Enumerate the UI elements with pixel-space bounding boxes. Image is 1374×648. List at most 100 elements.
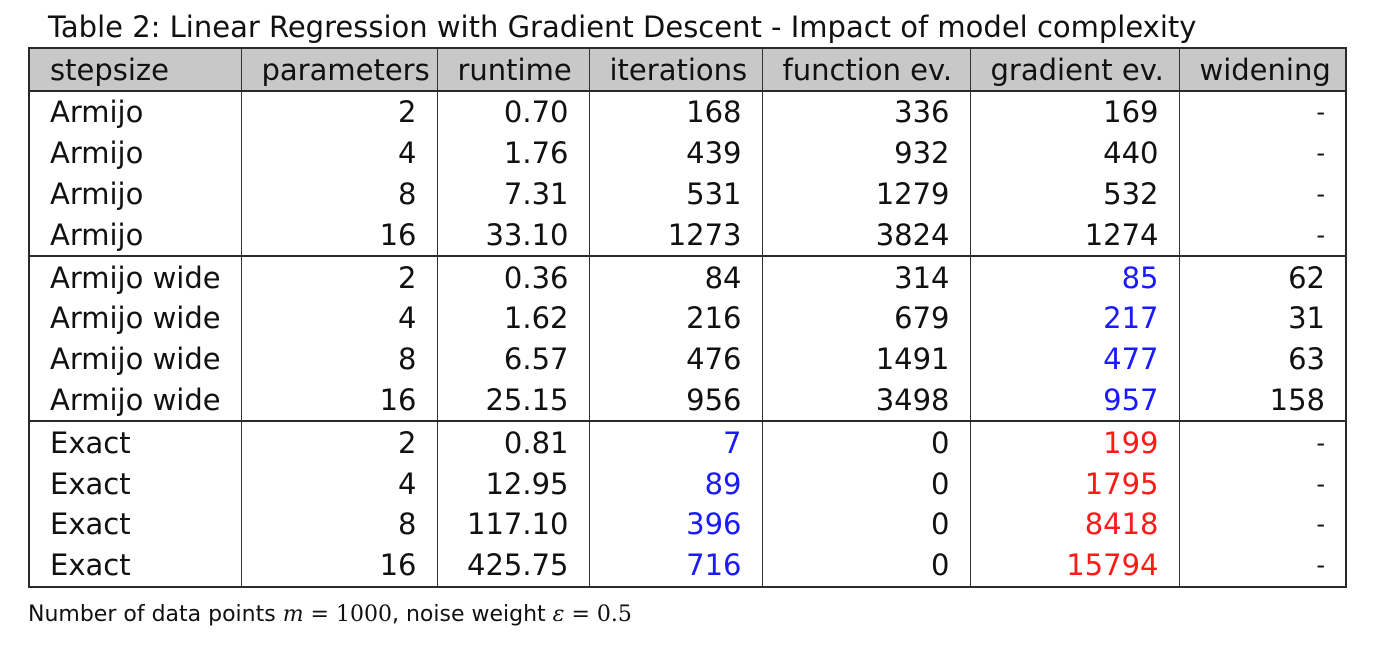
cell-widening: 31: [1178, 297, 1347, 339]
cell-iterations: 716: [588, 544, 763, 587]
footnote-m-value: = 1000: [303, 602, 392, 627]
cell-runtime: 7.31: [436, 173, 590, 215]
cell-runtime: 1.62: [436, 297, 590, 339]
cell-gradient-ev: 85: [969, 255, 1180, 298]
cell-function-ev: 0: [761, 420, 971, 464]
footnote-math-m: m = 1000: [283, 602, 392, 627]
footnote-text-1: Number of data points: [28, 602, 283, 627]
cell-runtime: 25.15: [436, 379, 590, 422]
cell-stepsize: Armijo wide: [28, 379, 242, 422]
footnote-math-eps: ε = 0.5: [553, 602, 632, 627]
table-row: Exact 16 425.75 716 0 15794-: [28, 544, 1347, 587]
cell-stepsize: Exact: [28, 503, 242, 545]
cell-parameters: 4: [240, 132, 438, 174]
cell-function-ev: 1279: [761, 173, 971, 215]
cell-iterations: 89: [588, 463, 763, 504]
cell-stepsize: Exact: [28, 544, 242, 587]
cell-iterations: 476: [588, 338, 763, 380]
table-row: Armijo 16 33.10 1273 3824 1274-: [28, 214, 1347, 257]
footnote-eps-symbol: ε: [552, 602, 565, 627]
cell-runtime: 0.36: [436, 255, 590, 298]
table-row: Exact 8 117.10 396 0 8418-: [28, 503, 1347, 545]
cell-runtime: 1.76: [436, 132, 590, 174]
cell-widening: 62: [1178, 255, 1347, 298]
cell-gradient-ev: 8418: [969, 503, 1180, 545]
table-row: Armijo 8 7.31 531 1279 532-: [28, 173, 1347, 215]
header-widening: widening: [1178, 48, 1347, 92]
cell-stepsize: Armijo: [28, 91, 242, 133]
cell-gradient-ev: 957: [969, 379, 1180, 422]
cell-function-ev: 3824: [761, 214, 971, 257]
cell-gradient-ev: 199: [969, 420, 1180, 464]
table-row: Exact 2 0.81 7 0 199-: [28, 420, 1347, 464]
cell-parameters: 2: [240, 91, 438, 133]
cell-function-ev: 336: [761, 91, 971, 133]
footnote-m-symbol: m: [282, 602, 304, 627]
cell-runtime: 6.57: [436, 338, 590, 380]
cell-runtime: 33.10: [436, 214, 590, 257]
cell-widening: -: [1178, 463, 1347, 504]
cell-iterations: 7: [588, 420, 763, 464]
table-row: Armijo wide 16 25.15 956 3498 957 158: [28, 379, 1347, 422]
cell-stepsize: Exact: [28, 420, 242, 464]
table-header-row: stepsize parameters runtime iterations f…: [28, 48, 1347, 92]
table-row: Armijo wide 8 6.57 476 1491 477 63: [28, 338, 1347, 380]
header-parameters: parameters: [240, 48, 438, 92]
cell-widening: -: [1178, 173, 1347, 215]
cell-function-ev: 1491: [761, 338, 971, 380]
cell-widening: 63: [1178, 338, 1347, 380]
cell-function-ev: 0: [761, 544, 971, 587]
cell-widening: -: [1178, 132, 1347, 174]
cell-gradient-ev: 169: [969, 91, 1180, 133]
footnote-text-2: , noise weight: [391, 602, 553, 627]
table-row: Exact 4 12.95 89 0 1795-: [28, 463, 1347, 504]
cell-stepsize: Armijo wide: [28, 297, 242, 339]
cell-gradient-ev: 532: [969, 173, 1180, 215]
cell-widening: 158: [1178, 379, 1347, 422]
cell-stepsize: Armijo: [28, 132, 242, 174]
cell-iterations: 168: [588, 91, 763, 133]
cell-runtime: 0.81: [436, 420, 590, 464]
cell-parameters: 16: [240, 214, 438, 257]
cell-widening: -: [1178, 214, 1347, 257]
header-function-ev: function ev.: [761, 48, 971, 92]
cell-runtime: 425.75: [436, 544, 590, 587]
cell-parameters: 8: [240, 503, 438, 545]
cell-function-ev: 932: [761, 132, 971, 174]
cell-iterations: 84: [588, 255, 763, 298]
cell-parameters: 2: [240, 420, 438, 464]
cell-gradient-ev: 15794: [969, 544, 1180, 587]
cell-stepsize: Armijo wide: [28, 255, 242, 298]
cell-gradient-ev: 1274: [969, 214, 1180, 257]
results-table: stepsize parameters runtime iterations f…: [28, 47, 1347, 588]
cell-stepsize: Armijo wide: [28, 338, 242, 380]
table-caption: Table 2: Linear Regression with Gradient…: [48, 10, 1197, 44]
cell-function-ev: 3498: [761, 379, 971, 422]
cell-stepsize: Armijo: [28, 214, 242, 257]
cell-iterations: 1273: [588, 214, 763, 257]
cell-function-ev: 314: [761, 255, 971, 298]
cell-function-ev: 679: [761, 297, 971, 339]
header-stepsize: stepsize: [28, 48, 242, 92]
cell-iterations: 439: [588, 132, 763, 174]
cell-widening: -: [1178, 91, 1347, 133]
cell-parameters: 2: [240, 255, 438, 298]
cell-gradient-ev: 477: [969, 338, 1180, 380]
table-row: Armijo 2 0.70 168 336 169-: [28, 91, 1347, 133]
cell-runtime: 12.95: [436, 463, 590, 504]
cell-iterations: 531: [588, 173, 763, 215]
cell-parameters: 16: [240, 544, 438, 587]
cell-stepsize: Exact: [28, 463, 242, 504]
header-gradient-ev: gradient ev.: [969, 48, 1180, 92]
cell-iterations: 956: [588, 379, 763, 422]
cell-function-ev: 0: [761, 463, 971, 504]
table-row: Armijo wide 2 0.36 84 314 85 62: [28, 255, 1347, 298]
table-body: Armijo 2 0.70 168 336 169- Armijo 4 1.76 439 932 44…: [28, 91, 1347, 587]
cell-parameters: 8: [240, 173, 438, 215]
cell-gradient-ev: 1795: [969, 463, 1180, 504]
cell-widening: -: [1178, 420, 1347, 464]
footnote-eps-value: = 0.5: [564, 602, 632, 627]
header-runtime: runtime: [436, 48, 590, 92]
cell-function-ev: 0: [761, 503, 971, 545]
